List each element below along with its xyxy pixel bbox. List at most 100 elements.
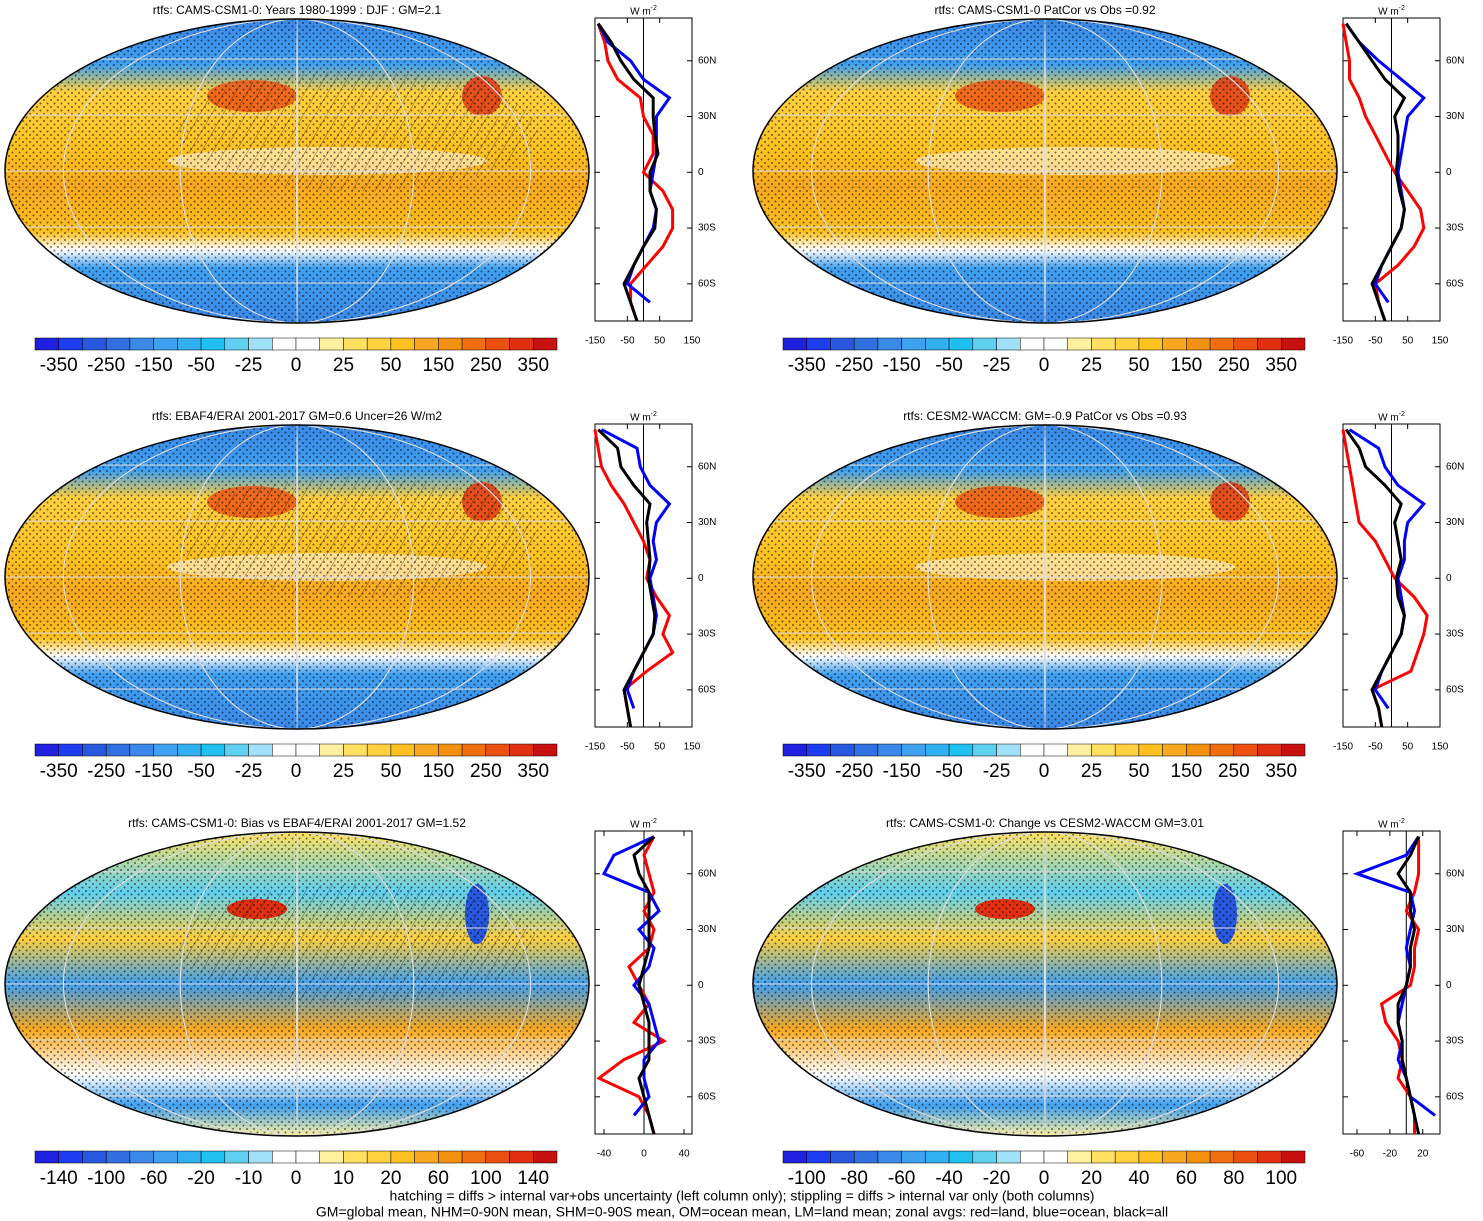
colorbar-box: [972, 743, 997, 757]
y-tick-label: 60N: [698, 868, 716, 879]
panel-title: rtfs: CAMS-CSM1-0 PatCor vs Obs =0.92: [934, 3, 1155, 17]
colorbar-box: [533, 743, 558, 757]
colorbar-box: [272, 1150, 297, 1164]
colorbar-box: [509, 337, 534, 351]
colorbar-box: [1114, 1150, 1140, 1164]
colorbar-box: [1114, 743, 1140, 757]
colorbar-box: [1091, 743, 1116, 757]
colorbar-label: -25: [235, 355, 262, 376]
colorbar-box: [1281, 743, 1306, 757]
map: [4, 18, 590, 324]
colorbar-box: [1233, 1150, 1258, 1164]
colorbar-box: [1162, 1150, 1187, 1164]
map: [752, 424, 1338, 730]
colorbar-label: -50: [935, 355, 962, 376]
colorbar-box: [105, 743, 131, 757]
x-tick-label: 150: [684, 742, 701, 753]
colorbar-box: [390, 1150, 415, 1164]
colorbar-box: [1043, 1150, 1068, 1164]
colorbar-label: 250: [1218, 355, 1250, 376]
y-tick-label: 30N: [1446, 924, 1464, 935]
colorbar-label: 60: [428, 1168, 449, 1189]
y-tick-label: 60S: [1446, 684, 1464, 695]
colorbar-box: [438, 337, 463, 351]
y-tick-label: 30S: [698, 223, 716, 234]
colorbar-label: 150: [423, 355, 455, 376]
x-tick-label: 0: [641, 1149, 647, 1160]
unit-label: W m-2: [1378, 5, 1405, 18]
colorbar-box: [272, 743, 297, 757]
colorbar-box: [1091, 1150, 1116, 1164]
colorbar-box: [34, 337, 59, 351]
colorbar-box: [1281, 337, 1306, 351]
map-body: [753, 832, 1337, 1136]
colorbar-label: 250: [470, 761, 502, 782]
unit-label: W m-2: [1378, 818, 1405, 831]
colorbar-box: [153, 743, 178, 757]
colorbar-box: [82, 743, 107, 757]
zonal-line: [1341, 429, 1429, 728]
y-tick-label: 0: [1446, 573, 1452, 584]
colorbar-box: [533, 337, 558, 351]
unit-label: W m-2: [630, 411, 657, 424]
colorbar-box: [830, 1150, 855, 1164]
colorbar-box: [877, 337, 902, 351]
map: [4, 831, 590, 1137]
colorbar-label: 0: [291, 761, 302, 782]
footer-note: GM=global mean, NHM=0-90N mean, SHM=0-90…: [316, 1204, 1168, 1220]
map-border: [752, 424, 1338, 730]
y-tick-label: 30N: [698, 111, 716, 122]
colorbar-box: [1209, 743, 1235, 757]
colorbar-box: [1067, 1150, 1092, 1164]
colorbar-label: 50: [1128, 761, 1149, 782]
colorbar-box: [1209, 1150, 1235, 1164]
colorbar-label: -10: [235, 1168, 262, 1189]
colorbar-box: [295, 1150, 320, 1164]
colorbar-box: [105, 1150, 131, 1164]
map: [752, 18, 1338, 324]
colorbar-box: [533, 1150, 558, 1164]
colorbar-box: [1186, 1150, 1211, 1164]
colorbar-box: [830, 743, 855, 757]
colorbar-box: [1138, 337, 1163, 351]
colorbar-label: -350: [788, 761, 826, 782]
colorbar-box: [248, 743, 273, 757]
colorbar-box: [830, 337, 855, 351]
zonal-line: [1344, 22, 1407, 322]
colorbar-label: 40: [1128, 1168, 1149, 1189]
colorbar-label: -25: [235, 761, 262, 782]
colorbar-label: 150: [1171, 355, 1203, 376]
unit-label: W m-2: [630, 818, 657, 831]
colorbar-box: [248, 1150, 273, 1164]
colorbar-box: [1233, 337, 1258, 351]
panel-title: rtfs: CAMS-CSM1-0: Bias vs EBAF4/ERAI 20…: [128, 816, 466, 830]
x-tick-label: -50: [620, 742, 635, 753]
colorbar-label: -140: [40, 1168, 78, 1189]
colorbar-label: -250: [87, 355, 125, 376]
hatching: [177, 477, 537, 597]
colorbar-box: [948, 337, 974, 351]
colorbar-box: [1043, 743, 1068, 757]
y-tick-label: 0: [698, 573, 704, 584]
map-border: [4, 831, 590, 1137]
unit-label: W m-2: [630, 5, 657, 18]
colorbar-label: -100: [788, 1168, 826, 1189]
colorbar-box: [153, 1150, 178, 1164]
colorbar-label: -350: [40, 761, 78, 782]
colorbar-box: [414, 1150, 439, 1164]
colorbar-box: [1257, 337, 1282, 351]
zonal-line: [1341, 23, 1426, 322]
colorbar-label: 50: [380, 355, 401, 376]
y-tick-label: 30S: [1446, 223, 1464, 234]
map-border: [4, 424, 590, 730]
map: [752, 831, 1338, 1137]
colorbar-box: [996, 743, 1021, 757]
y-tick-label: 60N: [1446, 868, 1464, 879]
x-tick-label: 150: [684, 336, 701, 347]
colorbar-box: [853, 337, 879, 351]
colorbar-box: [925, 1150, 950, 1164]
colorbar-label: 25: [333, 355, 354, 376]
map-border: [4, 18, 590, 324]
colorbar-label: 50: [380, 761, 401, 782]
